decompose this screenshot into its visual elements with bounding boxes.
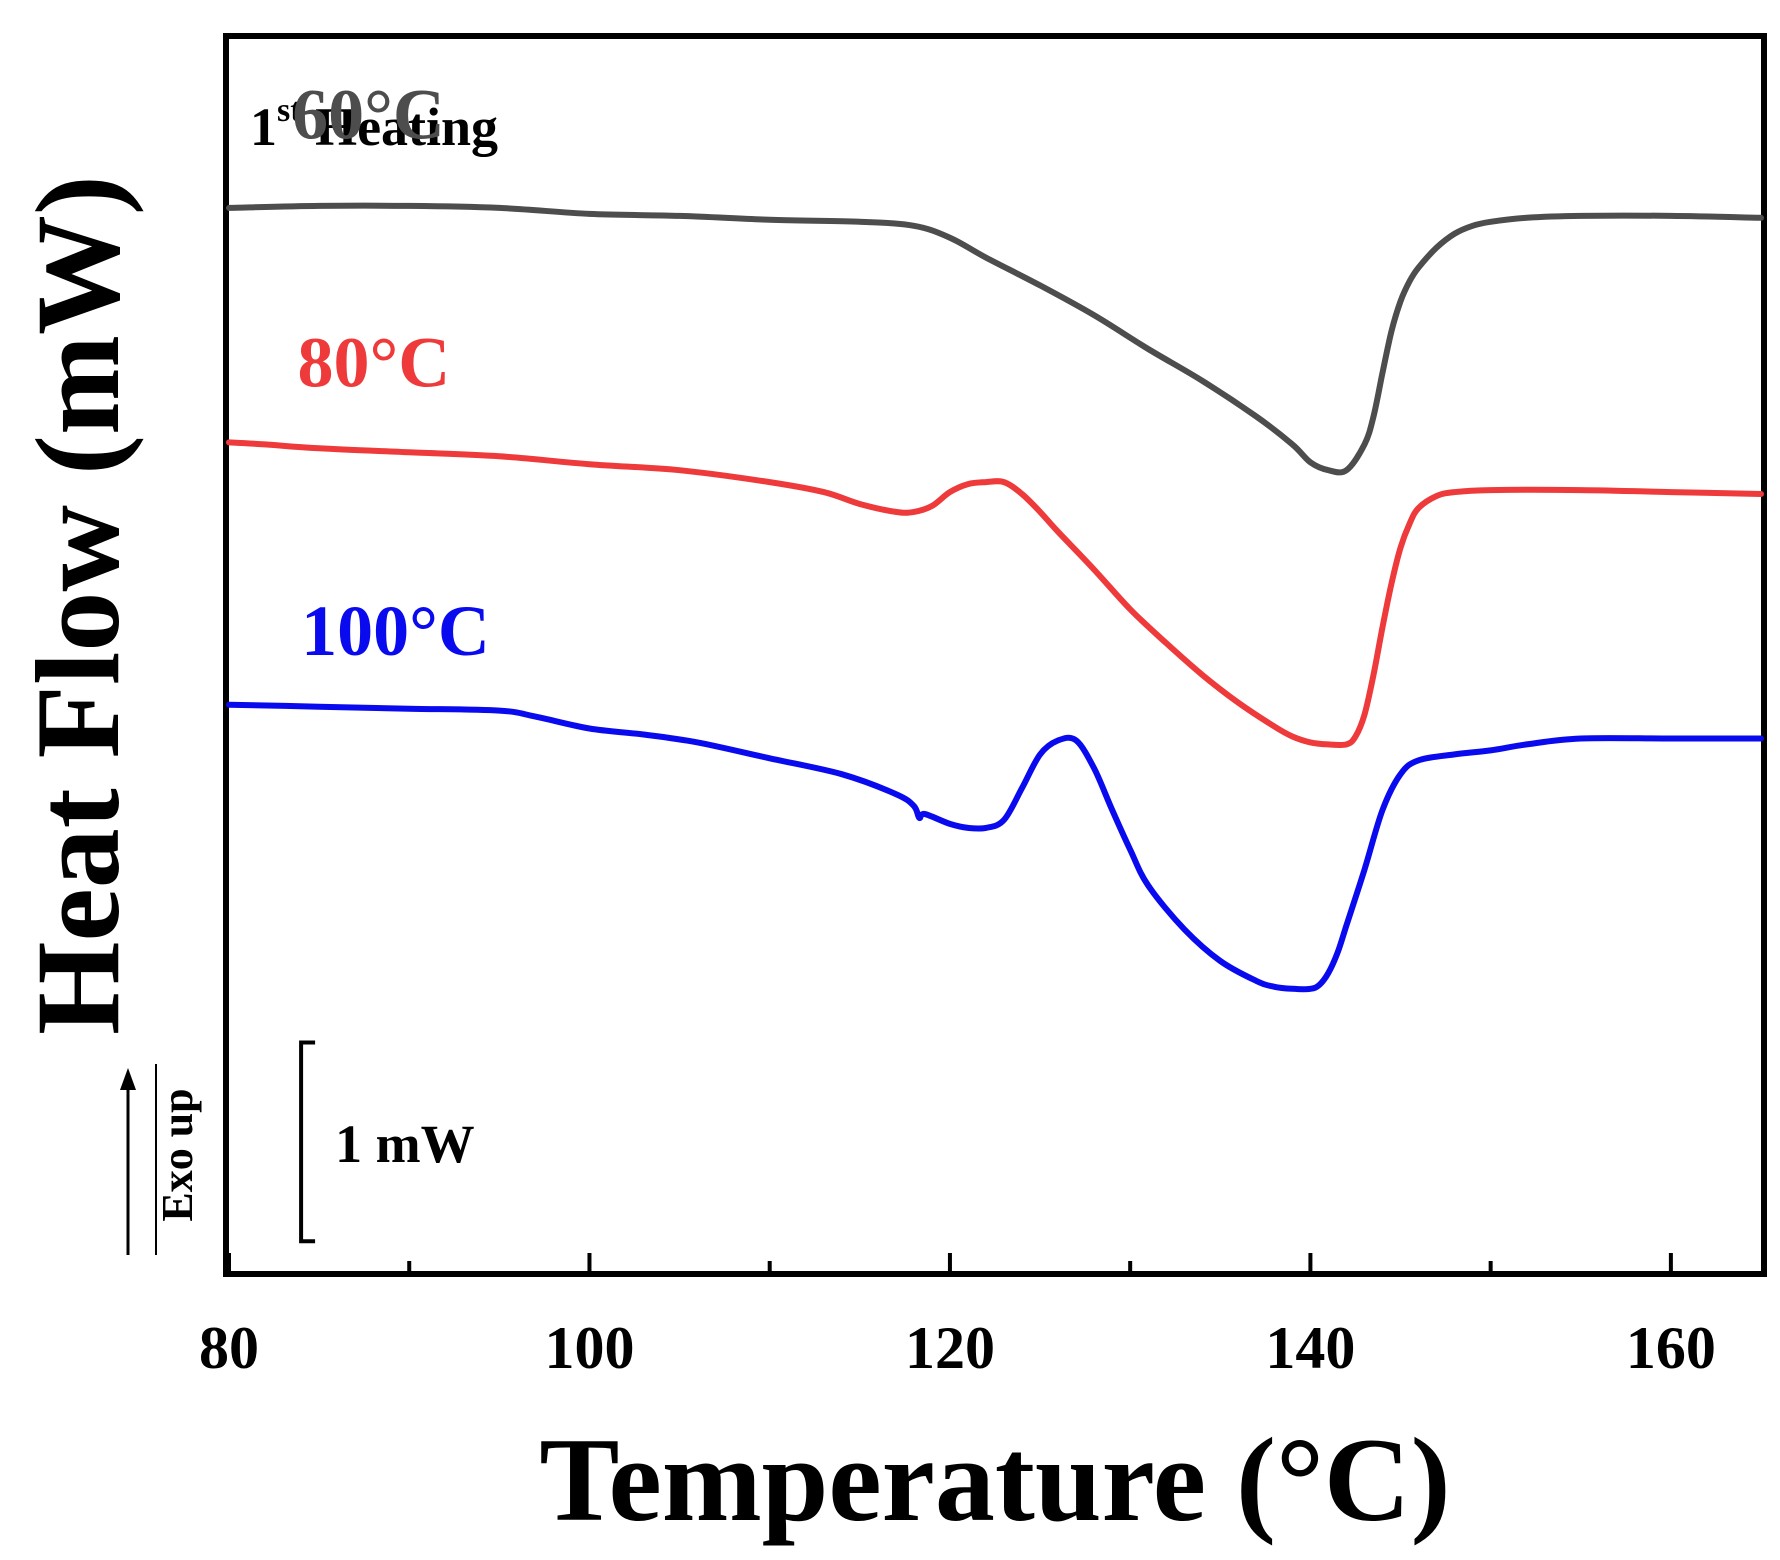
exo-up-label: Exo up	[153, 1088, 202, 1221]
scale-bar-label: 1 mW	[335, 1114, 474, 1174]
plot-frame	[223, 33, 1767, 1277]
scale-bar: 1 mW	[299, 1040, 475, 1244]
x-tick-label: 80	[199, 1315, 259, 1381]
x-tick-labels: 80 100 120 140 160	[199, 1315, 1716, 1381]
series-line-1	[226, 439, 1764, 749]
series-line-0	[226, 202, 1764, 476]
x-tick-label: 160	[1626, 1315, 1716, 1381]
scale-bar-bracket	[299, 1040, 316, 1244]
series-label-2: 100°C	[301, 591, 490, 671]
series-labels: 60°C 80°C 100°C	[292, 74, 490, 671]
series-label-0: 60°C	[292, 74, 445, 154]
x-tick-label: 140	[1265, 1315, 1355, 1381]
x-axis-ticks	[227, 1253, 1673, 1271]
annotation-title: 1st Heating	[250, 92, 498, 157]
series-group	[226, 202, 1764, 993]
x-tick-label: 120	[905, 1315, 995, 1381]
exo-up-arrowhead-icon	[120, 1068, 136, 1090]
exo-up-indicator: Exo up	[120, 1064, 202, 1255]
x-tick-label: 100	[544, 1315, 634, 1381]
x-axis-label: Temperature (°C)	[539, 1413, 1450, 1546]
series-label-1: 80°C	[297, 323, 450, 403]
y-axis-label: Heat Flow (mW)	[11, 175, 144, 1035]
series-line-2	[226, 701, 1764, 993]
